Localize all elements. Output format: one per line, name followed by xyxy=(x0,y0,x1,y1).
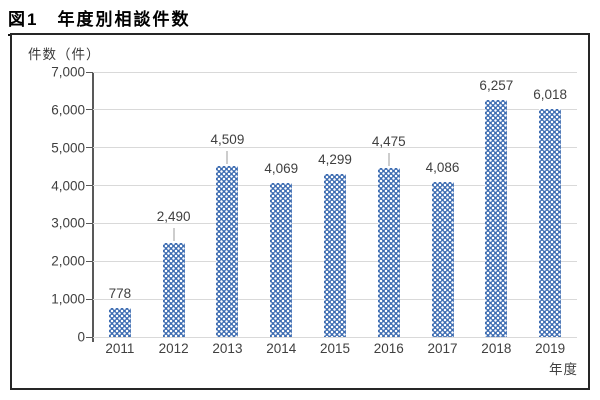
gridline-6000 xyxy=(93,109,577,111)
data-label: 778 xyxy=(108,286,132,301)
y-tick-mark xyxy=(86,336,92,338)
y-tick-mark xyxy=(86,71,92,73)
x-tick-label: 2014 xyxy=(266,341,297,356)
data-label: 4,086 xyxy=(425,160,460,175)
data-label: 4,069 xyxy=(264,161,299,176)
x-tick-label: 2017 xyxy=(427,341,458,356)
gridline-7000 xyxy=(93,71,577,73)
bar-2011 xyxy=(108,308,131,337)
bar-2019 xyxy=(539,109,562,337)
y-tick-mark xyxy=(86,222,92,224)
x-tick-label: 2013 xyxy=(212,341,243,356)
bar-2016 xyxy=(377,168,400,337)
x-axis-title: 年度 xyxy=(549,362,578,377)
data-label-leader-line xyxy=(226,151,228,164)
y-tick-mark xyxy=(86,109,92,111)
x-tick-label: 2015 xyxy=(319,341,351,356)
y-tick-mark xyxy=(86,298,92,300)
y-tick-layer: 0 1,000 2,000 3,000 4,000 5,000 6,000 7,000 xyxy=(12,65,85,345)
y-tick-label: 5,000 xyxy=(51,140,85,156)
y-tick-mark xyxy=(86,260,92,262)
x-tick-layer: 2011 2012 2013 2014 2015 2016 2017 2018 2019 xyxy=(93,341,577,359)
data-label: 4,475 xyxy=(371,134,406,149)
y-axis-line xyxy=(92,72,94,342)
bar-2018 xyxy=(485,100,508,337)
y-tick-mark xyxy=(86,147,92,149)
y-tick-label: 4,000 xyxy=(51,178,85,194)
y-tick-label: 1,000 xyxy=(51,291,85,307)
data-label: 6,018 xyxy=(533,87,568,102)
x-tick-label: 2012 xyxy=(158,341,189,356)
bar-2012 xyxy=(162,243,185,337)
plot-area: 778 2,490 4,509 4,069 4,299 4,475 4,086 6,257 6,… xyxy=(86,71,577,342)
data-label-leader-line xyxy=(388,153,390,166)
y-tick-mark xyxy=(86,185,92,187)
y-tick-label: 0 xyxy=(77,329,85,345)
bar-2014 xyxy=(270,183,293,337)
chart-frame: 件数（件） 0 1,000 2,000 3,000 4,000 5,000 6,000 7,0… xyxy=(10,33,590,390)
y-tick-label: 7,000 xyxy=(51,64,85,80)
data-label-leader-line xyxy=(173,228,175,241)
x-tick-label: 2018 xyxy=(481,341,512,356)
x-tick-label: 2016 xyxy=(373,341,404,356)
data-label: 4,509 xyxy=(210,132,245,147)
data-label: 6,257 xyxy=(479,78,514,93)
x-tick-label: 2011 xyxy=(105,341,135,356)
y-axis-title: 件数（件） xyxy=(28,47,101,62)
x-tick-label: 2019 xyxy=(535,341,566,356)
y-tick-label: 3,000 xyxy=(51,215,85,231)
data-label: 4,299 xyxy=(318,152,352,167)
y-tick-label: 6,000 xyxy=(51,102,85,118)
figure-title: 図1 年度別相談件数 xyxy=(8,5,230,36)
gridline-0 xyxy=(93,336,577,338)
bar-2015 xyxy=(324,174,346,337)
bar-2017 xyxy=(431,182,454,337)
bar-2013 xyxy=(216,166,239,337)
data-label: 2,490 xyxy=(156,209,191,224)
gridline-5000 xyxy=(93,147,577,149)
y-tick-label: 2,000 xyxy=(51,253,85,269)
